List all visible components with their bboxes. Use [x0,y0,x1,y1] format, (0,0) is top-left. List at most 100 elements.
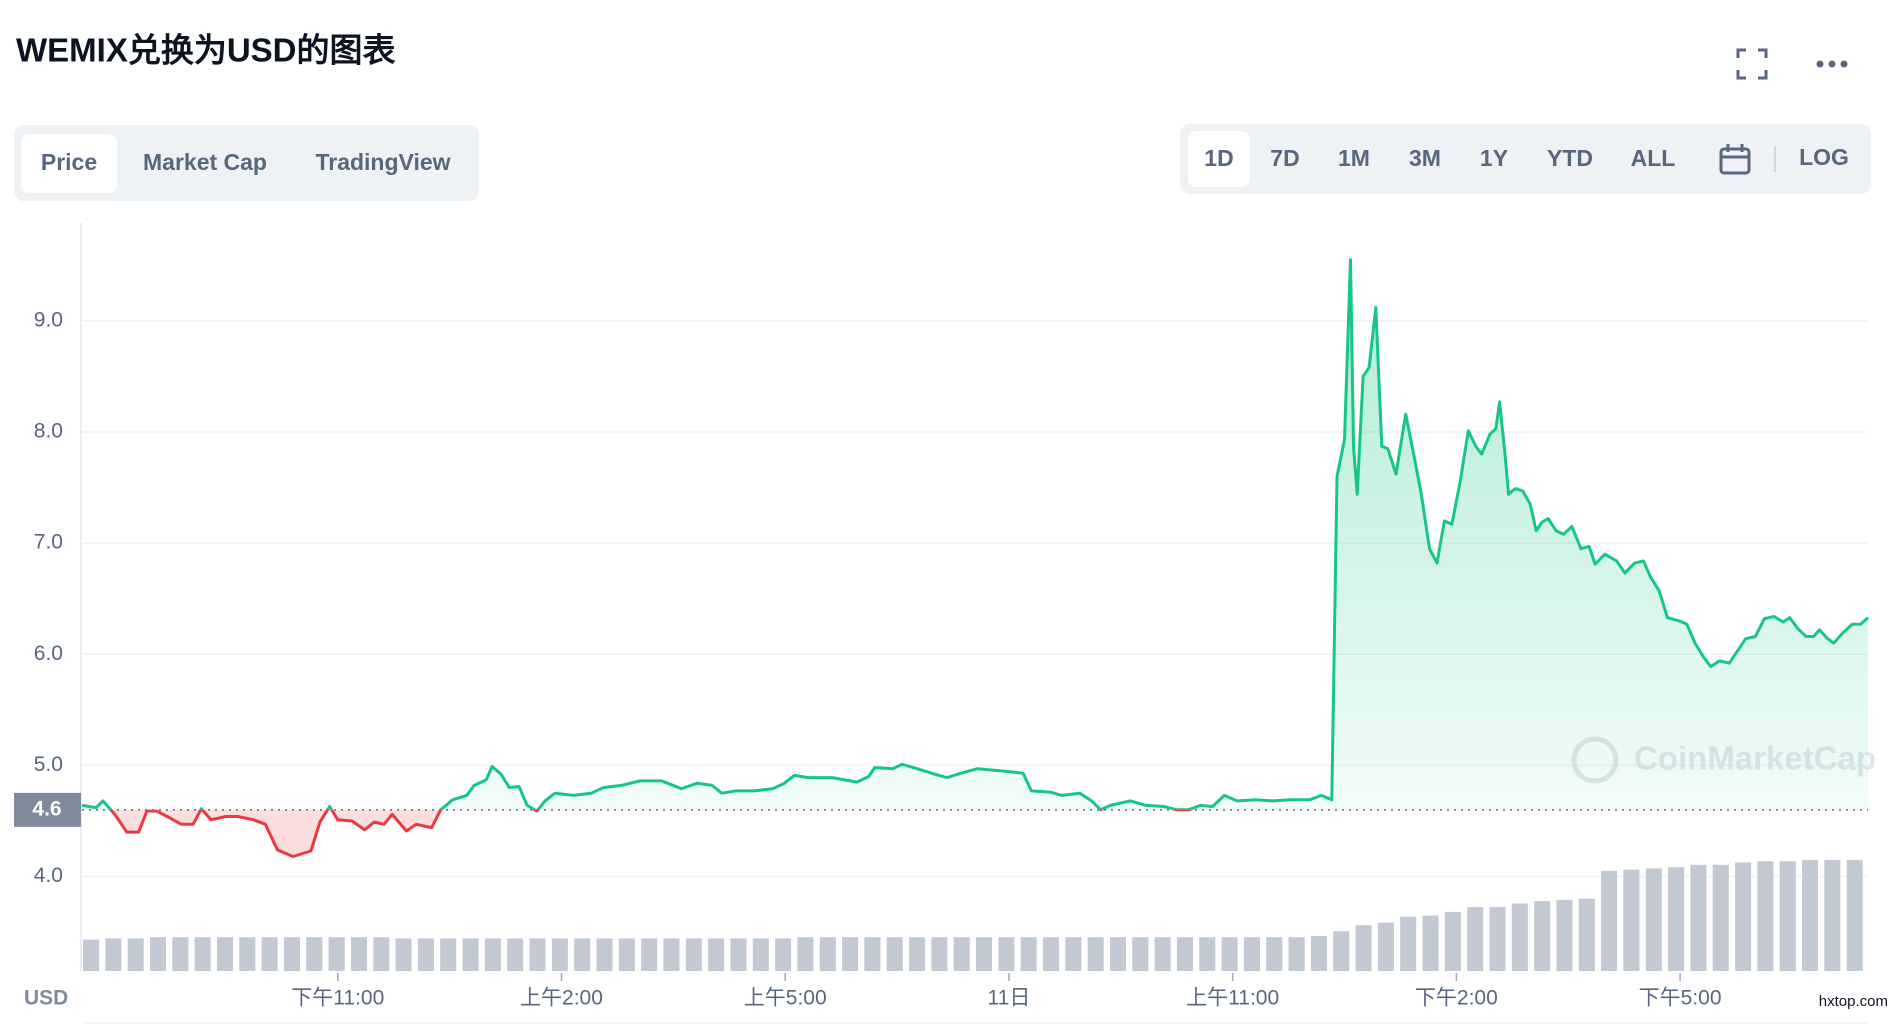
volume-bar [350,937,367,971]
volume-bar [1020,937,1037,971]
volume-bar [172,937,189,971]
price-area-down [110,809,538,857]
reference-label-bg [14,792,81,827]
tab-bar [14,125,479,201]
y-tick-label: 5.0 [34,753,63,776]
volume-bar [641,938,658,971]
y-unit-label: USD [24,987,68,1010]
volume-bar [529,938,546,971]
range-button[interactable]: 3M [1409,145,1441,171]
x-tick-label: 上午5:00 [744,987,827,1010]
volume-bar [953,937,970,971]
range-button[interactable]: 1M [1338,145,1370,171]
volume-bar [1601,870,1618,971]
range-button[interactable]: 1Y [1480,145,1508,171]
range-button[interactable]: 7D [1270,145,1299,171]
x-tick-label: 上午11:00 [1186,987,1279,1010]
tab[interactable]: TradingView [315,149,450,175]
volume-bar [1042,937,1060,971]
calendar-icon[interactable] [1719,144,1751,175]
volume-bar [596,938,613,971]
volume-bar [1400,916,1417,971]
volume-bar [1087,937,1104,971]
volume-bar [886,937,903,971]
x-tick-label: 下午2:00 [1415,987,1498,1010]
x-tick-label: 下午5:00 [1639,987,1722,1010]
volume-bar [1779,861,1796,971]
volume-bar [1556,899,1573,971]
price-area-up [82,259,1868,810]
volume-bar [1109,937,1127,971]
volume-bar [1422,915,1439,971]
volume-bar [1467,907,1484,971]
volume-bar [395,938,412,971]
y-tick-label: 7.0 [34,531,63,554]
volume-bar [1668,867,1685,971]
volume-bar [1065,937,1082,971]
volume-bar [663,938,680,971]
volume-bar [1757,861,1774,971]
volume-bar [976,937,993,971]
range-button[interactable]: YTD [1547,145,1593,171]
volume-bar [797,937,814,971]
volume-bar [373,937,390,971]
volume-bar [708,938,725,971]
volume-bar [1489,907,1506,971]
volume-bar [1712,864,1729,971]
x-tick-label: 上午2:00 [520,987,603,1010]
volume-bar [283,937,300,971]
volume-bar [1199,937,1216,971]
volume-bar [998,937,1015,971]
volume-bar [440,938,457,971]
volume-bar [1132,937,1149,971]
volume-bar [1623,869,1640,971]
volume-bar [842,937,859,971]
volume-bar [1266,937,1283,971]
volume-bar [864,937,881,971]
volume-bar [1221,937,1238,971]
volume-bar [1444,911,1461,971]
volume-bar [775,938,792,971]
volume-bar [417,938,434,971]
x-tick-label: 11日 [988,987,1031,1010]
range-button[interactable]: ALL [1631,145,1676,171]
plot: 4.0 5.0 6.0 7.0 8.0 9.0 下午11:00 上午2:00 上午5:00 11日… [14,223,1888,1024]
volume-bar [127,938,144,971]
volume-bar [1154,937,1171,971]
volume-bar [1511,903,1528,971]
more-icon[interactable] [1816,60,1848,68]
volume-bar [1578,898,1595,971]
volume-bar [752,938,769,971]
range-active-bg [1188,131,1250,187]
volume-bar [909,937,926,971]
volume-bar [194,937,211,971]
volume-bar [328,937,345,971]
volume-bar [931,937,948,971]
volume-bar [730,938,747,971]
volume-bar [462,938,479,971]
tab-active-bg [21,134,117,193]
fullscreen-icon[interactable] [1736,48,1768,80]
volume-bar [239,937,256,971]
y-tick-label: 4.0 [34,864,63,887]
log-button[interactable]: LOG [1799,144,1849,170]
volume-bar [1802,860,1819,971]
y-tick-label: 9.0 [34,308,63,331]
volume-bar [1534,901,1551,971]
volume-bar [1824,860,1841,971]
volume-bar [1846,860,1863,971]
y-tick-label: 8.0 [34,419,63,442]
volume-bar [484,938,501,971]
volume-bar [1333,931,1350,971]
tab[interactable]: Price [41,149,97,175]
tab[interactable]: Market Cap [143,149,267,175]
volume-bar [306,937,323,971]
x-tick-label: 下午11:00 [291,987,384,1010]
volume-bar [149,937,167,971]
volume-bar [261,937,278,971]
range-button[interactable]: 1D [1204,145,1233,171]
volume-bar [1176,937,1193,971]
range-bar [1180,124,1871,194]
volume-bar [105,938,122,971]
